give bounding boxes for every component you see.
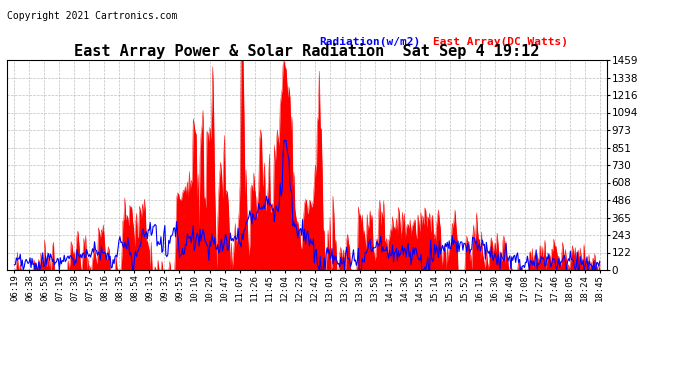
Text: Radiation(w/m2): Radiation(w/m2) <box>319 38 420 47</box>
Text: East Array(DC Watts): East Array(DC Watts) <box>433 38 568 47</box>
Text: Copyright 2021 Cartronics.com: Copyright 2021 Cartronics.com <box>7 11 177 21</box>
Title: East Array Power & Solar Radiation  Sat Sep 4 19:12: East Array Power & Solar Radiation Sat S… <box>75 43 540 59</box>
